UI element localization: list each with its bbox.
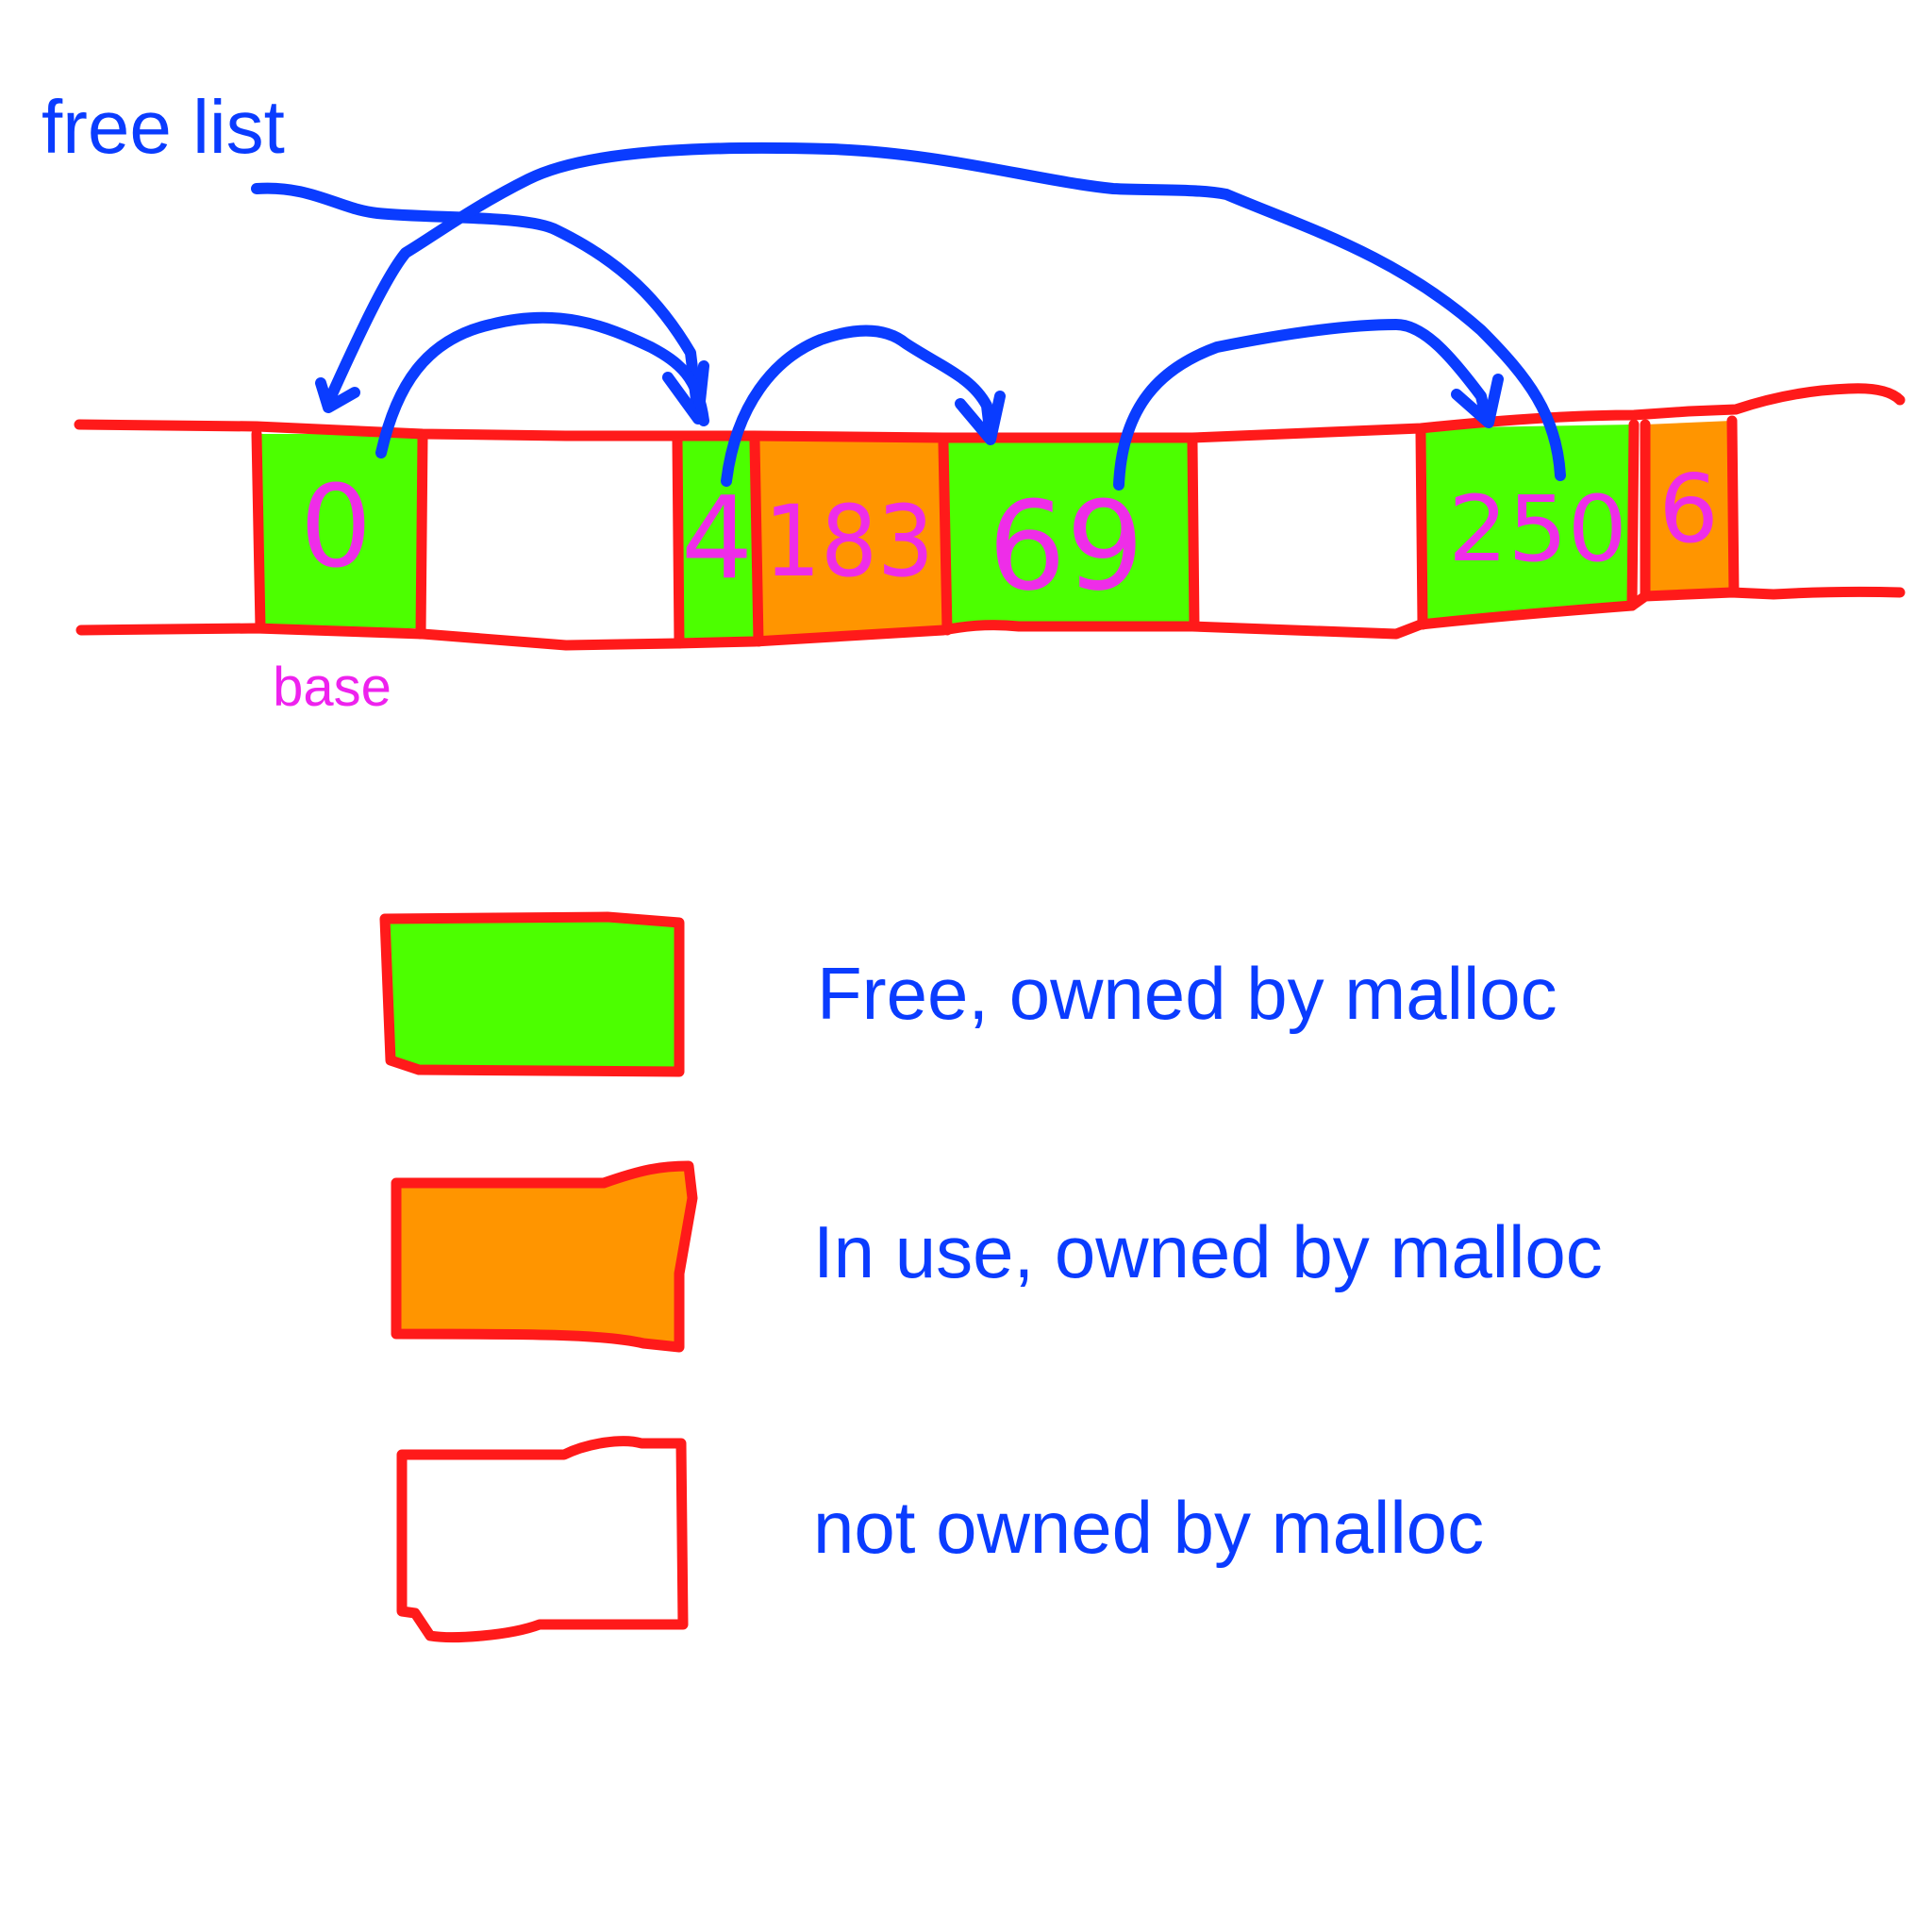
free-list-arrows: [251, 142, 1566, 491]
legend-text-not-owned: not owned by malloc: [813, 1486, 1484, 1569]
block-0-fill: [257, 434, 423, 628]
block-2-fill: [677, 436, 755, 643]
strip-borders: [74, 383, 1906, 651]
legend: Free, owned by malloc In use, owned by m…: [379, 911, 1603, 1642]
block-label-3: 183: [764, 484, 934, 599]
legend-item-not-owned: not owned by malloc: [396, 1436, 1484, 1642]
block-label-7: 6: [1658, 454, 1719, 564]
legend-swatch-not-owned: [396, 1436, 689, 1642]
strip-bottom-edge: [75, 586, 1906, 651]
divider-5: [938, 438, 953, 636]
divider-3: [672, 436, 685, 649]
block-1-fill: [423, 434, 677, 643]
legend-item-in-use: In use, owned by malloc: [391, 1160, 1603, 1353]
divider-10: [1726, 415, 1740, 598]
arrowhead-block-69: [955, 391, 1006, 445]
arrow-block-4-to-block-69: [721, 325, 996, 487]
legend-swatch-in-use: [391, 1160, 698, 1353]
legend-text-in-use: In use, owned by malloc: [813, 1210, 1603, 1293]
block-labels: 0 4 183 69 250 6: [300, 454, 1719, 618]
arrow-head-to-block-4: [251, 182, 704, 421]
block-3-fill: [755, 436, 943, 641]
legend-item-free: Free, owned by malloc: [379, 911, 1557, 1077]
arrow-block-250-to-block-0: [326, 142, 1566, 481]
base-label: base: [273, 657, 391, 718]
arrow-block-69-to-block-250: [1113, 319, 1492, 491]
divider-2: [415, 432, 428, 640]
divider-4: [749, 436, 764, 647]
arrowhead-block-0: [315, 377, 360, 413]
block-label-0: 0: [300, 462, 372, 593]
block-label-2: 4: [681, 474, 753, 605]
block-7-fill: [1645, 421, 1732, 596]
block-label-6: 250: [1448, 476, 1627, 582]
block-4-fill: [943, 438, 1192, 630]
strip-top-edge: [74, 383, 1906, 443]
divider-8: [1626, 419, 1640, 611]
divider-1: [251, 428, 266, 634]
free-list-label: free list: [42, 85, 285, 169]
block-6-fill: [1421, 425, 1634, 625]
divider-7: [1415, 428, 1428, 630]
block-5-fill: [1192, 428, 1421, 634]
arrow-block-0-to-block-4: [375, 311, 709, 458]
memory-strip: 0 4 183 69 250 6 base: [74, 383, 1906, 718]
legend-swatch-free: [379, 911, 685, 1077]
legend-text-free: Free, owned by malloc: [817, 952, 1557, 1035]
arrowhead-block-250: [1451, 374, 1504, 428]
divider-6: [1187, 438, 1200, 632]
block-label-4: 69: [988, 475, 1143, 618]
